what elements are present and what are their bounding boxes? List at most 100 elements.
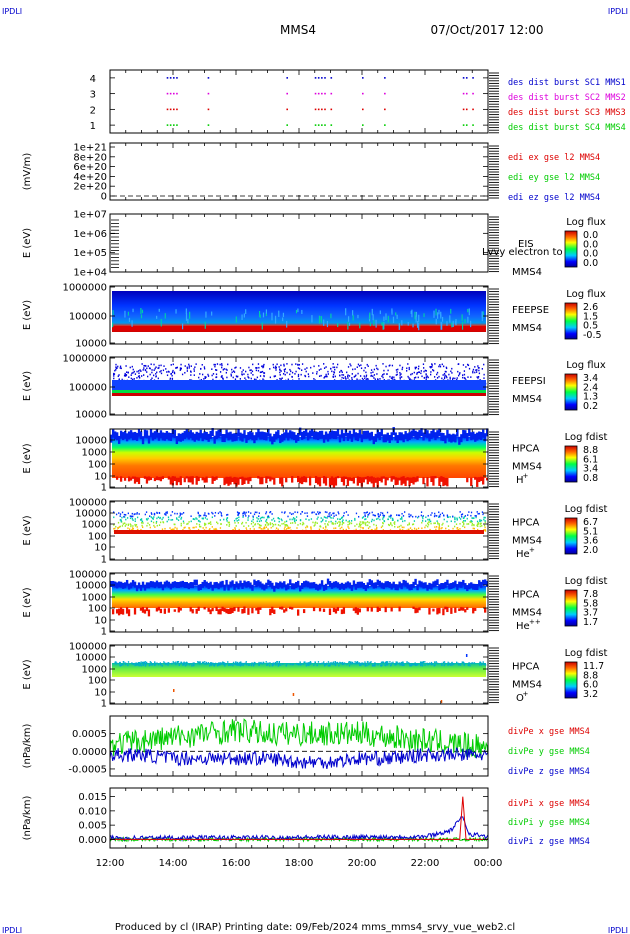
spectrogram-speck xyxy=(484,520,486,522)
spectrogram-speck xyxy=(198,661,201,664)
spectrogram-speck xyxy=(392,661,394,664)
spectrogram-speck xyxy=(384,661,386,664)
spectrogram-tail xyxy=(219,608,222,615)
spectrogram-speck xyxy=(182,511,185,514)
spectrogram-speck xyxy=(260,519,262,522)
spectrogram-speck xyxy=(122,661,124,663)
spectrogram-speck xyxy=(113,373,116,375)
spectrogram-speck xyxy=(152,518,154,520)
spectrogram-speck xyxy=(359,664,361,667)
spectrogram-speck xyxy=(203,522,206,525)
spectrogram-tail xyxy=(235,477,238,487)
spectrogram-speck xyxy=(330,514,332,516)
spectrogram-speck xyxy=(312,521,314,524)
spectrogram-tail xyxy=(466,607,469,610)
x-tick-label: 20:00 xyxy=(348,858,377,869)
spectrogram-speck xyxy=(411,372,413,375)
spectrogram-speck xyxy=(297,663,299,665)
spectrogram-cap xyxy=(418,580,421,587)
spectrogram-speck xyxy=(236,664,238,666)
spectrogram-cap xyxy=(468,583,471,590)
spectrogram-speck xyxy=(440,311,442,317)
spectrogram-cap xyxy=(229,581,232,588)
spectrogram-tail xyxy=(201,477,204,481)
spectrogram-cap xyxy=(388,434,391,443)
spectrogram-speck xyxy=(297,373,300,376)
colorbar-tick-label: 5.8 xyxy=(583,598,598,609)
spectrogram-speck xyxy=(382,322,384,330)
spectrogram-speck xyxy=(461,314,463,321)
spectrogram-speck xyxy=(160,372,163,375)
spectrogram-speck xyxy=(391,378,394,380)
spectrogram-cap xyxy=(364,430,368,439)
spectrogram-speck xyxy=(134,520,136,523)
spectrogram-cap xyxy=(259,581,262,588)
spectrogram-tail xyxy=(117,608,121,616)
spectrogram-speck xyxy=(215,373,218,376)
spectrogram-cap xyxy=(356,433,360,442)
spectrogram-cap xyxy=(179,433,183,442)
spectrogram-speck xyxy=(365,375,367,378)
spectrogram-speck xyxy=(438,516,440,519)
spectrogram-tail xyxy=(394,477,397,486)
spectrogram-speck xyxy=(123,513,126,516)
spectrogram-tail xyxy=(127,609,131,617)
spectrogram-cap xyxy=(300,582,304,589)
spectrogram-speck xyxy=(477,523,480,525)
y-tick-label: 10000 xyxy=(75,410,107,421)
spectrogram-speck xyxy=(256,516,258,519)
spectrogram-speck xyxy=(398,525,401,528)
spectrogram-speck xyxy=(305,518,307,520)
spectrogram-speck xyxy=(383,373,385,375)
spectrogram-tail xyxy=(247,608,250,615)
spectrogram-speck xyxy=(427,522,429,525)
spectrogram-cap xyxy=(207,433,210,442)
spectrogram-cap xyxy=(157,582,161,589)
burst-marker xyxy=(286,77,288,79)
spectrogram-speck xyxy=(440,527,442,530)
burst-marker xyxy=(384,108,386,111)
spectrogram-speck xyxy=(364,664,366,667)
spectrogram-speck xyxy=(394,523,396,525)
spectrogram-speck xyxy=(199,525,201,528)
spectrogram-speck xyxy=(241,371,243,373)
spectrogram-tail xyxy=(257,607,260,615)
spectrogram-cap xyxy=(119,581,123,588)
spectrogram-tail xyxy=(265,476,268,484)
spectrogram-tail xyxy=(366,476,369,485)
spectrogram-speck xyxy=(450,370,452,373)
spectrogram-speck xyxy=(198,516,200,518)
spectrogram-speck xyxy=(275,527,278,530)
spectrogram-speck xyxy=(438,523,440,525)
spectrogram-speck xyxy=(144,661,146,663)
spectrogram-speck xyxy=(457,363,459,366)
spectrogram-speck xyxy=(317,511,319,513)
spectrogram-speck xyxy=(425,378,427,381)
spectrogram-cap xyxy=(366,430,370,439)
spectrogram-speck xyxy=(158,512,161,514)
spectrogram-speck xyxy=(323,363,325,365)
spectrogram-speck xyxy=(254,523,257,525)
spectrogram-speck xyxy=(435,318,437,325)
spectrogram-speck xyxy=(449,516,451,518)
spectrogram-speck xyxy=(373,374,376,376)
spectrogram-speck xyxy=(400,373,402,375)
spectrogram-speck xyxy=(125,662,127,665)
spectrogram-speck xyxy=(446,376,448,379)
spectrogram-speck xyxy=(444,370,447,373)
spectrogram-speck xyxy=(484,526,486,529)
spectrogram-speck xyxy=(441,664,443,666)
spectrogram-cap xyxy=(308,582,312,589)
spectrogram-speck xyxy=(351,378,353,381)
spectrogram-speck xyxy=(357,314,359,319)
spectrogram-speck xyxy=(160,364,162,367)
spectrogram-tail xyxy=(271,606,274,613)
spectrogram-cap xyxy=(428,582,431,589)
spectrogram-speck xyxy=(334,663,337,665)
spectrogram-tail xyxy=(362,477,365,483)
spectrogram-speck xyxy=(390,664,392,666)
spectrogram-speck xyxy=(207,522,210,525)
spectrogram-cap xyxy=(110,434,113,443)
